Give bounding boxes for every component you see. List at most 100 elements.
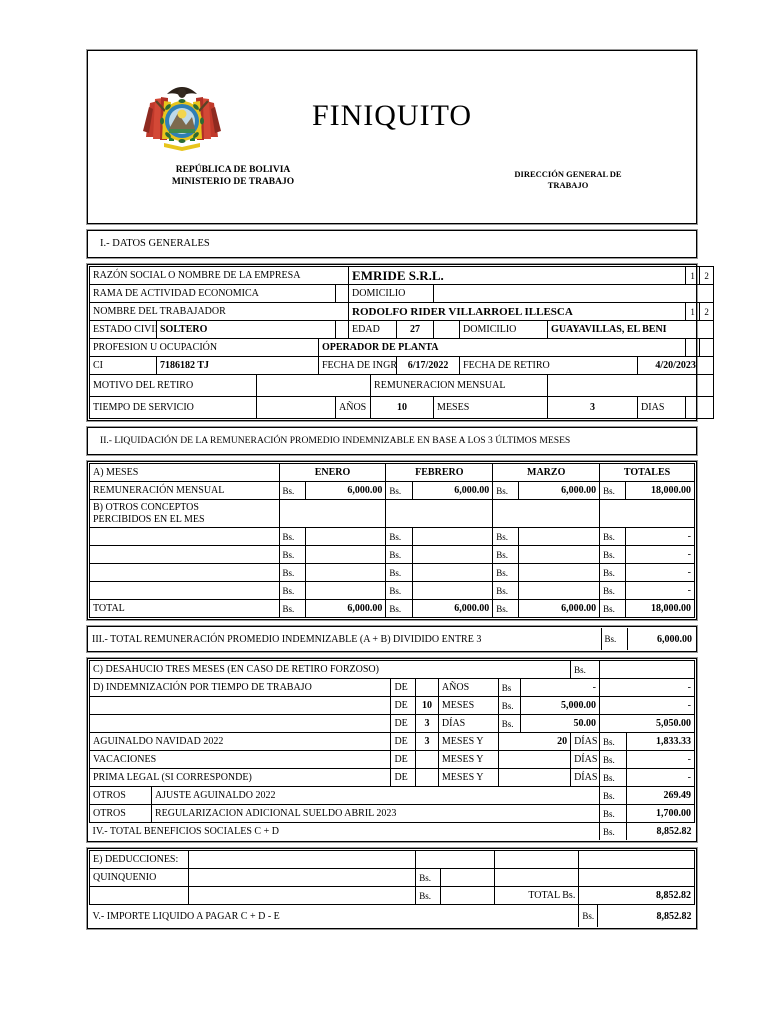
remuneracion-febrero[interactable]: 6,000.00 xyxy=(411,481,494,500)
anios-value[interactable]: 10 xyxy=(370,396,435,419)
vacaciones-currency: Bs. xyxy=(598,750,627,769)
estado-civil-value[interactable]: SOLTERO xyxy=(156,320,336,339)
ministry-line-2: MINISTERIO DE TRABAJO xyxy=(171,176,295,187)
deducciones-last-currency: Bs. xyxy=(415,886,441,905)
vacaciones-meses-qty[interactable] xyxy=(415,750,439,769)
ministry-heading: REPÚBLICA DE BOLIVIA MINISTERIO DE TRABA… xyxy=(108,165,358,189)
table-row: PROFESION U OCUPACIÓN OPERADOR DE PLANTA xyxy=(89,338,715,357)
total-row-label: TOTAL xyxy=(89,599,280,618)
nombre-trabajador-label: NOMBRE DEL TRABAJADOR xyxy=(88,302,350,321)
indemnizacion-dias-amount[interactable]: 50.00 xyxy=(520,714,600,733)
prima-dias-qty[interactable] xyxy=(497,768,572,787)
otros-concepto-1[interactable] xyxy=(89,527,280,546)
nombre-trabajador-value[interactable]: RODOLFO RIDER VILLARROEL ILLESCA xyxy=(348,302,687,321)
total-febrero: 6,000.00 xyxy=(411,599,494,618)
estado-civil-label: ESTADO CIVIL xyxy=(89,320,157,339)
otros-3-enero[interactable] xyxy=(304,563,387,582)
vacaciones-total: - xyxy=(625,750,696,769)
indemnizacion-anios-qty[interactable] xyxy=(415,678,439,697)
table-row: RAMA DE ACTIVIDAD ECONOMICA DOMICILIO xyxy=(89,284,715,303)
currency-febrero: Bs. xyxy=(385,481,413,500)
currency-cell: Bs. xyxy=(278,581,306,600)
rama-domicilio-value[interactable] xyxy=(433,284,715,303)
prima-total: - xyxy=(625,768,696,787)
indemnizacion-dias-qty[interactable]: 3 xyxy=(415,714,439,733)
edad-value[interactable]: 27 xyxy=(396,320,435,339)
dias-value[interactable] xyxy=(685,396,715,419)
aguinaldo-dias-label: DÍAS xyxy=(570,732,600,751)
razon-social-n2: 2 xyxy=(699,266,715,285)
fecha-retiro-value[interactable]: 4/20/2023 xyxy=(637,356,715,375)
otros-4-marzo[interactable] xyxy=(518,581,601,600)
vacaciones-dias-label: DÍAS xyxy=(570,750,600,769)
otros-2-total: - xyxy=(625,545,695,564)
nombre-n2: 2 xyxy=(699,302,715,321)
currency-cell: Bs. xyxy=(599,581,627,600)
indemnizacion-meses-amount[interactable]: 5,000.00 xyxy=(520,696,600,715)
currency-cell: Bs. xyxy=(385,599,413,618)
aguinaldo-dias-qty[interactable]: 20 xyxy=(497,732,572,751)
profesion-blank-2 xyxy=(699,338,715,357)
currency-cell: Bs. xyxy=(385,581,413,600)
table-row: III.- TOTAL REMUNERACIÓN PROMEDIO INDEMN… xyxy=(89,628,695,650)
currency-cell: Bs. xyxy=(385,527,413,546)
table-row: OTROS AJUSTE AGUINALDO 2022 Bs. 269.49 xyxy=(89,786,696,805)
table-row: Bs. Bs. Bs. Bs. - xyxy=(89,527,695,546)
remuneracion-enero[interactable]: 6,000.00 xyxy=(304,481,387,500)
otros-3-marzo[interactable] xyxy=(518,563,601,582)
otros-2-febrero[interactable] xyxy=(411,545,494,564)
desahucio-value[interactable] xyxy=(598,660,696,679)
indemnizacion-anios-amount[interactable]: - xyxy=(520,678,600,697)
motivo-retiro-value[interactable] xyxy=(255,374,372,397)
otros-conceptos-line-2: PERCIBIDOS EN EL MES xyxy=(93,513,205,525)
otros-concepto-4[interactable] xyxy=(89,581,280,600)
vacaciones-dias-qty[interactable] xyxy=(497,750,572,769)
otros-concepto-3[interactable] xyxy=(89,563,280,582)
seccion-iv-label: IV.- TOTAL BENEFICIOS SOCIALES C + D xyxy=(89,822,600,840)
otros-1-febrero[interactable] xyxy=(411,527,494,546)
otros-1-marzo[interactable] xyxy=(518,527,601,546)
deducciones-last-desc[interactable] xyxy=(188,886,417,905)
remuneracion-marzo[interactable]: 6,000.00 xyxy=(518,481,601,500)
domicilio-value[interactable]: GUAYAVILLAS, EL BENI xyxy=(547,320,715,339)
otros-concepto-2[interactable] xyxy=(89,545,280,564)
ci-value[interactable]: 7186182 TJ xyxy=(156,356,319,375)
anios-label: AÑOS xyxy=(334,396,372,419)
otros-4-febrero[interactable] xyxy=(411,581,494,600)
otros-2-amount: 1,700.00 xyxy=(625,804,696,823)
deducciones-last-blank[interactable] xyxy=(440,886,495,905)
fecha-ingreso-value[interactable]: 6/17/2022 xyxy=(396,356,461,375)
otros-2-desc[interactable]: REGULARIZACION ADICIONAL SUELDO ABRIL 20… xyxy=(150,804,600,823)
table-row: REMUNERACIÓN MENSUAL Bs. 6,000.00 Bs. 6,… xyxy=(89,481,695,500)
desahucio-label: C) DESAHUCIO TRES MESES (EN CASO DE RETI… xyxy=(88,660,572,679)
quinquenio-desc[interactable] xyxy=(188,868,417,887)
currency-cell: Bs. xyxy=(492,527,520,546)
quinquenio-value[interactable] xyxy=(440,868,495,887)
indemnizacion-anios-currency: Bs xyxy=(497,678,522,697)
rama-actividad-label: RAMA DE ACTIVIDAD ECONOMICA xyxy=(89,284,336,303)
table-row: B) OTROS CONCEPTOS PERCIBIDOS EN EL MES xyxy=(89,499,695,528)
aguinaldo-meses-qty[interactable]: 3 xyxy=(415,732,439,751)
profesion-value[interactable]: OPERADOR DE PLANTA xyxy=(317,338,687,357)
meses-value[interactable]: 3 xyxy=(547,396,639,419)
deducciones-blank-1[interactable] xyxy=(188,850,417,869)
otros-1-enero[interactable] xyxy=(304,527,387,546)
prima-meses-qty[interactable] xyxy=(415,768,439,787)
indemnizacion-dias-currency: Bs. xyxy=(497,714,522,733)
importe-liquido-label: V.- IMPORTE LIQUIDO A PAGAR C + D - E xyxy=(89,904,580,927)
otros-2-marzo[interactable] xyxy=(518,545,601,564)
remuneracion-mensual-value[interactable] xyxy=(547,374,715,397)
otros-2-enero[interactable] xyxy=(304,545,387,564)
table-row: DE 10 MESES Bs. 5,000.00 - xyxy=(88,696,696,715)
razon-social-value[interactable]: EMRIDE S.R.L. xyxy=(348,266,687,285)
indemnizacion-meses-qty[interactable]: 10 xyxy=(415,696,439,715)
otros-conceptos-line-1: B) OTROS CONCEPTOS xyxy=(93,502,199,513)
otros-1-desc[interactable]: AJUSTE AGUINALDO 2022 xyxy=(150,786,600,805)
razon-social-label: RAZÓN SOCIAL O NOMBRE DE LA EMPRESA xyxy=(88,266,350,285)
indemnizacion-meses-total: - xyxy=(598,696,696,715)
total-grand: 18,000.00 xyxy=(625,599,695,618)
otros-3-febrero[interactable] xyxy=(411,563,494,582)
total-marzo: 6,000.00 xyxy=(518,599,601,618)
otros-4-enero[interactable] xyxy=(304,581,387,600)
currency-cell: Bs. xyxy=(599,545,627,564)
